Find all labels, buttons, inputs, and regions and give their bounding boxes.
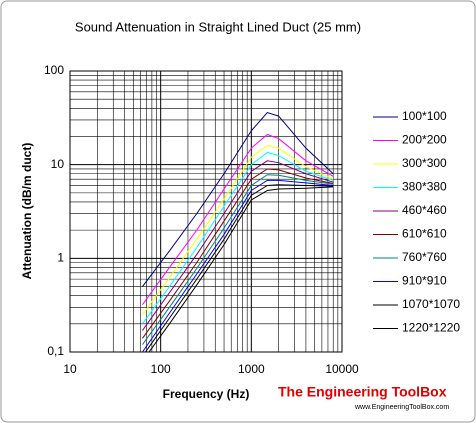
series-line bbox=[142, 168, 334, 339]
series-line bbox=[142, 174, 334, 345]
legend-label: 460*460 bbox=[402, 203, 447, 217]
legend-label: 760*760 bbox=[402, 250, 447, 264]
legend-label: 1220*1220 bbox=[402, 321, 460, 335]
x-tick-label: 100 bbox=[151, 362, 171, 376]
legend-label: 1070*1070 bbox=[402, 297, 460, 311]
series-line bbox=[144, 184, 334, 352]
legend-label: 200*200 bbox=[402, 133, 447, 147]
legend-label: 610*610 bbox=[402, 227, 447, 241]
chart-title: Sound Attenuation in Straight Lined Duct… bbox=[75, 19, 361, 34]
series-line bbox=[142, 179, 334, 352]
watermark-title: The Engineering ToolBox bbox=[278, 384, 447, 400]
series-line bbox=[142, 151, 334, 325]
x-axis-label: Frequency (Hz) bbox=[163, 387, 250, 401]
series-line bbox=[148, 186, 334, 352]
legend-label: 100*100 bbox=[402, 109, 447, 123]
watermark-url: www.EngineeringToolBox.com bbox=[354, 404, 449, 411]
series-line bbox=[142, 111, 334, 287]
series-line bbox=[142, 133, 334, 305]
y-tick-label: 100 bbox=[44, 63, 64, 77]
x-tick-label: 1000 bbox=[238, 362, 265, 376]
x-tick-label: 10 bbox=[63, 362, 77, 376]
series-line bbox=[142, 145, 334, 316]
legend-label: 910*910 bbox=[402, 274, 447, 288]
plot-border bbox=[69, 70, 343, 353]
legend-label: 380*380 bbox=[402, 180, 447, 194]
y-tick-label: 0,1 bbox=[47, 344, 64, 358]
y-tick-label: 10 bbox=[51, 157, 65, 171]
y-axis-label: Attenuation (dB/m duct) bbox=[20, 143, 34, 280]
legend-label: 300*300 bbox=[402, 156, 447, 170]
plot-lines bbox=[142, 111, 334, 352]
x-tick-label: 10000 bbox=[325, 362, 359, 376]
y-tick-label: 1 bbox=[57, 251, 64, 265]
series-line bbox=[142, 160, 334, 331]
